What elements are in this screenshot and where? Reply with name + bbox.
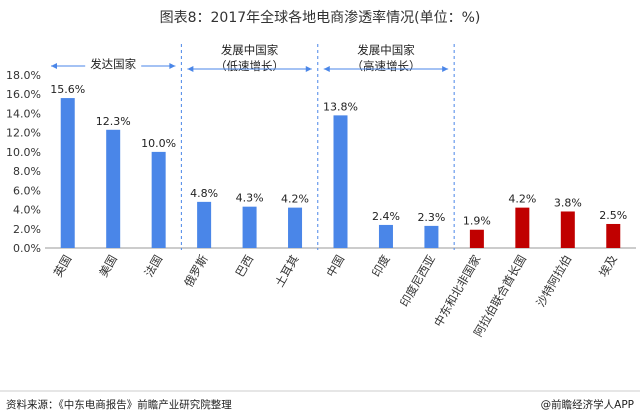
bar [469, 229, 484, 248]
data-label: 4.2% [281, 193, 309, 206]
data-label: 2.4% [372, 210, 400, 223]
bar [151, 151, 166, 248]
category-label: 土耳其 [272, 253, 301, 290]
group-label: 发达国家 [90, 57, 136, 71]
group-label: 发展中国家 [357, 43, 415, 57]
bar [560, 211, 575, 248]
arrow-head-left-icon [187, 66, 194, 72]
group-annotations: 发达国家 发展中国家 （低速增长） 发展中国家 （高速增长） [51, 42, 455, 250]
bar [288, 207, 303, 248]
data-label: 10.0% [141, 137, 176, 150]
brand-credit: @前瞻经济学人APP [541, 398, 634, 411]
data-label: 4.2% [508, 193, 536, 206]
arrow-head-left-icon [51, 63, 57, 69]
category-label: 埃及 [596, 252, 620, 279]
group-label-bg [87, 56, 140, 71]
arrow-head-left-icon [323, 66, 330, 72]
bar [197, 201, 212, 248]
y-tick-label: 6.0% [13, 184, 41, 197]
data-label: 13.8% [323, 100, 358, 113]
category-label: 沙特阿拉伯 [534, 253, 575, 310]
bar [106, 129, 121, 248]
category-label: 英国 [51, 253, 75, 280]
y-tick-label: 16.0% [6, 88, 41, 101]
bar [333, 115, 348, 248]
group-label: 发展中国家 [221, 43, 279, 57]
y-tick-label: 10.0% [6, 146, 41, 159]
bar [515, 207, 530, 248]
y-tick-label: 4.0% [13, 204, 41, 217]
data-labels: 15.6% 12.3% 10.0% 4.8% 4.3% 4.2% 13.8% 2.4% 2.3%… [50, 83, 627, 228]
bar [424, 225, 439, 248]
bar [378, 224, 393, 248]
data-label: 2.5% [599, 209, 627, 222]
category-label: 印度尼西亚 [397, 253, 438, 310]
bar [606, 223, 621, 248]
y-tick-label: 18.0% [6, 69, 41, 82]
data-label: 4.3% [236, 192, 264, 205]
chart-title: 图表8：2017年全球各地电商渗透率情况(单位：%) [160, 9, 481, 26]
category-label: 俄罗斯 [181, 252, 211, 289]
source-note: 资料来源：《中东电商报告》前瞻产业研究院整理 [6, 398, 232, 411]
bars [60, 98, 621, 248]
arrow-head-right-icon [442, 66, 449, 72]
y-tick-label: 8.0% [13, 165, 41, 178]
data-label: 2.3% [417, 211, 445, 224]
category-label: 美国 [96, 253, 120, 280]
data-label: 4.8% [190, 187, 218, 200]
data-label: 12.3% [96, 115, 131, 128]
category-label: 巴西 [233, 252, 257, 279]
group-label-bg [353, 42, 418, 57]
data-label: 15.6% [50, 83, 85, 96]
arrow-head-right-icon [305, 66, 312, 72]
category-label: 印度 [369, 252, 393, 279]
y-tick-label: 12.0% [6, 127, 41, 140]
group-label-bg [217, 42, 282, 57]
category-label: 中国 [323, 253, 347, 280]
y-tick-label: 2.0% [13, 223, 41, 236]
data-label: 3.8% [554, 196, 582, 209]
bar [60, 98, 75, 248]
data-label: 1.9% [463, 215, 491, 228]
y-axis: 0.0% 2.0% 4.0% 6.0% 8.0% 10.0% 12.0% 14.0% 16.0%… [6, 69, 636, 255]
group-label: （低速增长） [215, 59, 284, 73]
group-label: （高速增长） [351, 59, 420, 73]
y-tick-label: 0.0% [13, 242, 41, 255]
arrow-head-right-icon [169, 63, 176, 69]
y-tick-label: 14.0% [6, 107, 41, 120]
bar [242, 206, 257, 248]
category-label: 法国 [142, 253, 166, 280]
category-label: 中东和北非国家 [431, 252, 484, 329]
